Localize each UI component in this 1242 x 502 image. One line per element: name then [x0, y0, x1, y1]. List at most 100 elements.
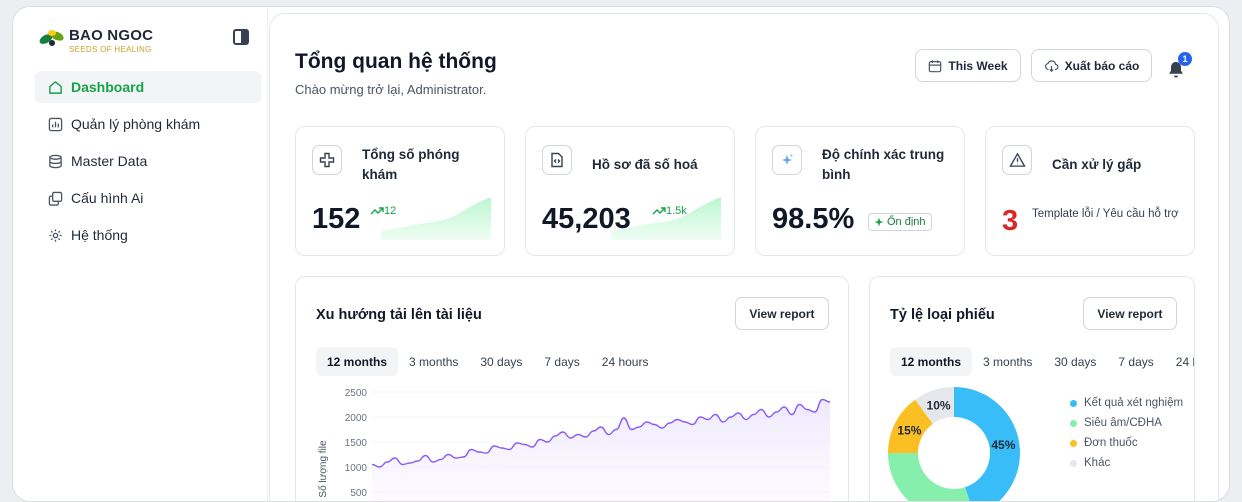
sidebar-item-label: Master Data: [71, 153, 147, 169]
y-tick-label: 2500: [345, 388, 368, 399]
export-label: Xuất báo cáo: [1065, 59, 1140, 73]
tab-7-days[interactable]: 7 days: [533, 347, 590, 376]
stat-card-accuracy: Độ chính xác trung bình 98.5% Ổn định: [755, 126, 965, 256]
legend-item: Đơn thuốc: [1070, 433, 1183, 453]
sidebar-item-ai-config[interactable]: Cấu hình Ai: [35, 182, 261, 214]
plus-cross-icon: [312, 145, 342, 175]
export-button[interactable]: Xuất báo cáo: [1031, 49, 1152, 82]
panel-title: Tỷ lệ loại phiếu: [890, 307, 995, 323]
stat-description: Template lỗi / Yêu cầu hỗ trợ: [1032, 207, 1182, 222]
sidebar-nav: Dashboard Quản lý phòng khám Master Data…: [35, 71, 261, 256]
tab-3-months[interactable]: 3 months: [398, 347, 469, 376]
stat-title: Tổng số phóng khám: [362, 145, 492, 185]
legend-dot: [1070, 420, 1077, 427]
sidebar-item-label: Hệ thống: [71, 227, 128, 243]
calendar-icon: [928, 59, 942, 73]
period-button[interactable]: This Week: [915, 49, 1021, 82]
sparkles-icon: [772, 145, 802, 175]
sidebar: BAO NGOC SEEDS OF HEALING Dashboard Quản…: [13, 7, 268, 501]
donut-slice[interactable]: [888, 453, 974, 502]
page-title: Tổng quan hệ thống: [295, 50, 497, 74]
y-tick-label: 500: [350, 488, 367, 499]
legend-dot: [1070, 400, 1077, 407]
brand-logo[interactable]: BAO NGOC SEEDS OF HEALING: [37, 27, 153, 54]
stat-title: Hồ sơ đã số hoá: [592, 155, 722, 175]
stat-card-records: Hồ sơ đã số hoá 45,203 1.5k: [525, 126, 735, 256]
notification-badge: 1: [1178, 52, 1192, 66]
bar-chart-icon: [47, 116, 63, 132]
page-subtitle: Chào mừng trở lại, Administrator.: [295, 82, 486, 97]
y-tick-label: 1500: [345, 438, 368, 449]
legend-dot: [1070, 460, 1077, 467]
legend-label: Đơn thuốc: [1084, 437, 1138, 449]
tab-30-days[interactable]: 30 days: [469, 347, 533, 376]
sidebar-item-label: Cấu hình Ai: [71, 190, 143, 206]
stat-card-clinics: Tổng số phóng khám 152 12: [295, 126, 505, 256]
legend-item: Khác: [1070, 453, 1183, 473]
upload-trend-panel: Xu hướng tải lên tài liệu View report 12…: [295, 276, 849, 502]
tab-30-days[interactable]: 30 days: [1043, 347, 1107, 376]
stat-value: 3: [1002, 205, 1018, 238]
stat-title: Độ chính xác trung bình: [822, 145, 952, 185]
sparkline-area: [381, 193, 491, 240]
trend-up-icon: [370, 206, 384, 216]
legend-label: Khác: [1084, 457, 1110, 469]
sidebar-item-master-data[interactable]: Master Data: [35, 145, 261, 177]
legend-item: Siêu âm/CĐHA: [1070, 413, 1183, 433]
copy-icon: [47, 190, 63, 206]
period-label: This Week: [948, 59, 1007, 73]
home-icon: [47, 79, 63, 95]
stat-value: 98.5%: [772, 203, 854, 236]
app-window: BAO NGOC SEEDS OF HEALING Dashboard Quản…: [12, 6, 1230, 502]
legend-label: Kết quả xét nghiệm: [1084, 397, 1183, 409]
legend-dot: [1070, 440, 1077, 447]
slice-data-label: 45%: [991, 438, 1015, 452]
warning-icon: [1002, 145, 1032, 175]
sidebar-item-label: Dashboard: [71, 79, 144, 95]
brand-name: BAO NGOC: [69, 27, 153, 44]
panel-title: Xu hướng tải lên tài liệu: [316, 307, 482, 323]
y-axis-label: Số lượng file: [317, 440, 329, 498]
main-content: Tổng quan hệ thống Chào mừng trở lại, Ad…: [269, 13, 1219, 502]
sidebar-item-clinics[interactable]: Quản lý phòng khám: [35, 108, 261, 140]
code-file-icon: [542, 145, 572, 175]
status-badge: Ổn định: [868, 213, 932, 231]
tab-24-hours[interactable]: 24 hours: [1165, 347, 1195, 376]
legend-label: Siêu âm/CĐHA: [1084, 417, 1162, 429]
view-report-button[interactable]: View report: [1083, 297, 1177, 330]
area-fill: [372, 400, 830, 502]
cloud-download-icon: [1044, 59, 1059, 73]
stat-value: 152: [312, 203, 360, 236]
view-report-button[interactable]: View report: [735, 297, 829, 330]
sparkle-small-icon: [874, 217, 884, 227]
tab-24-hours[interactable]: 24 hours: [591, 347, 660, 376]
tab-3-months[interactable]: 3 months: [972, 347, 1043, 376]
stat-card-urgent: Cần xử lý gấp 3 Template lỗi / Yêu cầu h…: [985, 126, 1195, 256]
sidebar-item-dashboard[interactable]: Dashboard: [35, 71, 261, 103]
brand-tagline: SEEDS OF HEALING: [69, 45, 153, 54]
y-tick-label: 2000: [345, 413, 368, 424]
sidebar-toggle-icon[interactable]: [233, 29, 249, 45]
y-tick-label: 1000: [345, 463, 368, 474]
tab-12-months[interactable]: 12 months: [890, 347, 972, 376]
slice-data-label: 10%: [927, 398, 951, 412]
leaf-logo-icon: [37, 27, 67, 49]
slice-data-label: 15%: [897, 423, 921, 437]
tab-12-months[interactable]: 12 months: [316, 347, 398, 376]
database-icon: [47, 153, 63, 169]
sidebar-item-system[interactable]: Hệ thống: [35, 219, 261, 251]
legend-item: Kết quả xét nghiệm: [1070, 393, 1183, 413]
stat-trend: 1.5k: [652, 205, 687, 217]
tab-7-days[interactable]: 7 days: [1107, 347, 1164, 376]
sidebar-item-label: Quản lý phòng khám: [71, 116, 200, 132]
form-type-donut-chart: 45% 15% 10%: [870, 387, 1070, 502]
chart-legend: Kết quả xét nghiệm Siêu âm/CĐHA Đơn thuốc K…: [1070, 393, 1183, 473]
stat-trend: 12: [370, 205, 396, 217]
stat-title: Cần xử lý gấp: [1052, 155, 1182, 175]
upload-line-chart: 500 1000 1500 2000 2500 Số lượng file: [296, 387, 849, 502]
trend-up-icon: [652, 206, 666, 216]
gear-icon: [47, 227, 63, 243]
notification-button[interactable]: 1: [1166, 56, 1194, 84]
